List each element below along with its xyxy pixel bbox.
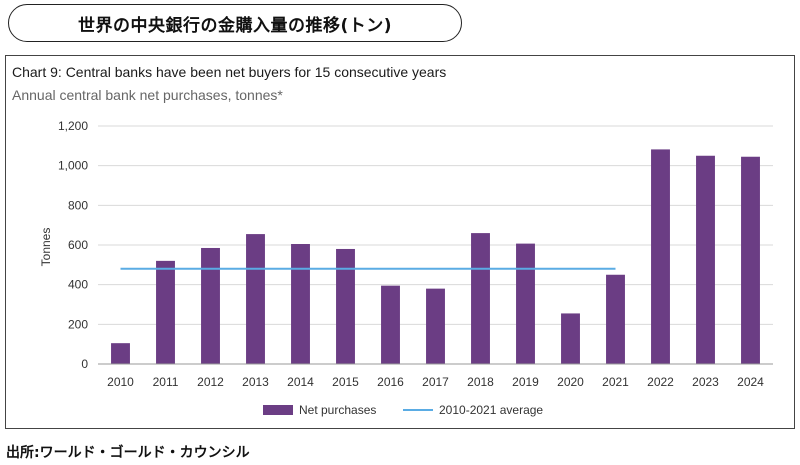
bar-2018 (471, 233, 490, 364)
bars (111, 149, 760, 364)
x-tick-label: 2010 (107, 375, 134, 389)
legend: Net purchases 2010-2021 average (263, 403, 543, 417)
y-axis-label: Tonnes (39, 228, 53, 267)
x-tick-label: 2016 (377, 375, 404, 389)
x-tick-label: 2023 (692, 375, 719, 389)
x-axis-ticks: 2010 2011 2012 2013 2014 2015 2016 2017 2018 2019… (107, 375, 764, 389)
bar-2016 (381, 285, 400, 364)
x-tick-label: 2015 (332, 375, 359, 389)
y-tick-label: 600 (68, 238, 88, 252)
y-tick-label: 1,200 (58, 119, 88, 133)
bar-2021 (606, 274, 625, 364)
bar-2010 (111, 343, 130, 364)
legend-label-average: 2010-2021 average (439, 403, 543, 417)
x-tick-label: 2018 (467, 375, 494, 389)
bar-2017 (426, 288, 445, 364)
legend-label-net-purchases: Net purchases (299, 403, 376, 417)
bar-2015 (336, 248, 355, 364)
bar-2019 (516, 243, 535, 364)
x-tick-label: 2013 (242, 375, 269, 389)
y-tick-label: 0 (81, 357, 88, 371)
legend-swatch-net-purchases (263, 405, 293, 415)
x-tick-label: 2022 (647, 375, 674, 389)
source-note: 出所:ワールド・ゴールド・カウンシル (6, 445, 250, 461)
chart-frame (5, 55, 795, 429)
bar-2022 (651, 149, 670, 364)
x-tick-label: 2011 (153, 375, 179, 389)
chart-title: Chart 9: Central banks have been net buy… (12, 64, 447, 80)
y-tick-label: 200 (68, 317, 88, 331)
bar-2014 (291, 244, 310, 364)
y-tick-label: 400 (68, 278, 88, 292)
y-tick-label: 1,000 (58, 159, 88, 173)
bar-2011 (156, 260, 175, 364)
x-tick-label: 2012 (197, 375, 224, 389)
x-tick-label: 2019 (512, 375, 539, 389)
x-tick-label: 2024 (737, 375, 764, 389)
chart-subtitle: Annual central bank net purchases, tonne… (12, 87, 283, 103)
y-tick-label: 800 (68, 198, 88, 212)
x-tick-label: 2014 (287, 375, 314, 389)
y-axis-ticks: 0 200 400 600 800 1,000 1,200 (58, 119, 88, 371)
bar-2020 (561, 313, 580, 364)
x-tick-label: 2017 (422, 375, 449, 389)
bar-2013 (246, 234, 265, 364)
bar-2023 (696, 155, 715, 364)
bar-2012 (201, 247, 220, 364)
bar-2024 (741, 156, 760, 364)
page-title: 世界の中央銀行の金購入量の推移(トン) (8, 4, 462, 42)
x-tick-label: 2020 (557, 375, 584, 389)
x-tick-label: 2021 (602, 375, 629, 389)
